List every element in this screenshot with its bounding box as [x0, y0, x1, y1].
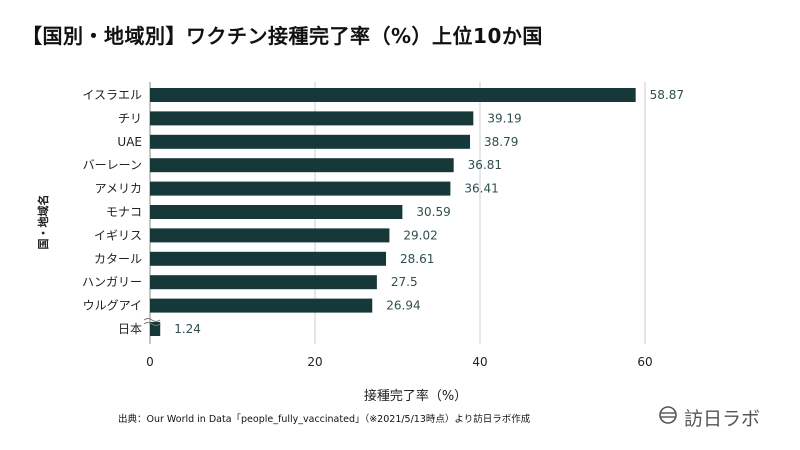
data-label: 27.5: [391, 275, 418, 289]
x-axis-title: 接種完了率（%）: [364, 388, 467, 404]
category-label: イスラエル: [82, 88, 142, 102]
x-tick-label: 60: [637, 355, 652, 369]
bar: [150, 251, 387, 266]
category-label: モナコ: [106, 205, 142, 219]
x-tick-label: 20: [307, 355, 322, 369]
data-label: 29.02: [403, 228, 437, 242]
category-label: ハンガリー: [82, 275, 142, 289]
data-label: 58.87: [650, 88, 684, 102]
bar: [150, 298, 373, 313]
data-label: 28.61: [400, 252, 434, 266]
category-label: カタール: [94, 252, 142, 266]
category-label: UAE: [117, 135, 142, 149]
axis-break-mark: [143, 322, 161, 326]
bar: [150, 205, 403, 219]
data-label: 39.19: [487, 111, 521, 125]
axis-break-mark: [143, 318, 161, 322]
category-label: ウルグアイ: [83, 299, 142, 313]
brand-name: 訪日ラボ: [683, 408, 760, 430]
data-label: 1.24: [174, 322, 201, 336]
category-label: アメリカ: [95, 182, 142, 196]
bar: [150, 228, 390, 243]
category-label: チリ: [118, 111, 142, 125]
data-label: 38.79: [484, 135, 518, 149]
bar: [150, 275, 377, 290]
x-tick-label: 40: [472, 355, 487, 369]
globe-icon: [658, 405, 678, 430]
y-axis-title: 国・地域名: [36, 195, 50, 250]
data-label: 36.41: [464, 182, 498, 196]
category-label: バーレーン: [83, 158, 142, 172]
category-label: イギリス: [94, 228, 142, 242]
bar: [150, 134, 471, 149]
category-label: 日本: [118, 322, 142, 336]
bar: [150, 181, 451, 196]
data-label: 36.81: [468, 158, 502, 172]
data-label: 26.94: [386, 299, 420, 313]
source-note: 出典：Our World in Data「people_fully_vaccin…: [118, 414, 531, 425]
bar: [150, 88, 636, 102]
bar: [150, 322, 161, 336]
data-label: 30.59: [416, 205, 450, 219]
bar: [150, 158, 454, 173]
x-tick-label: 0: [146, 355, 154, 369]
brand-logo: 訪日ラボ: [658, 404, 760, 431]
page-title: 【国別・地域別】ワクチン接種完了率（%）上位10か国: [22, 24, 543, 48]
bar: [150, 111, 474, 126]
